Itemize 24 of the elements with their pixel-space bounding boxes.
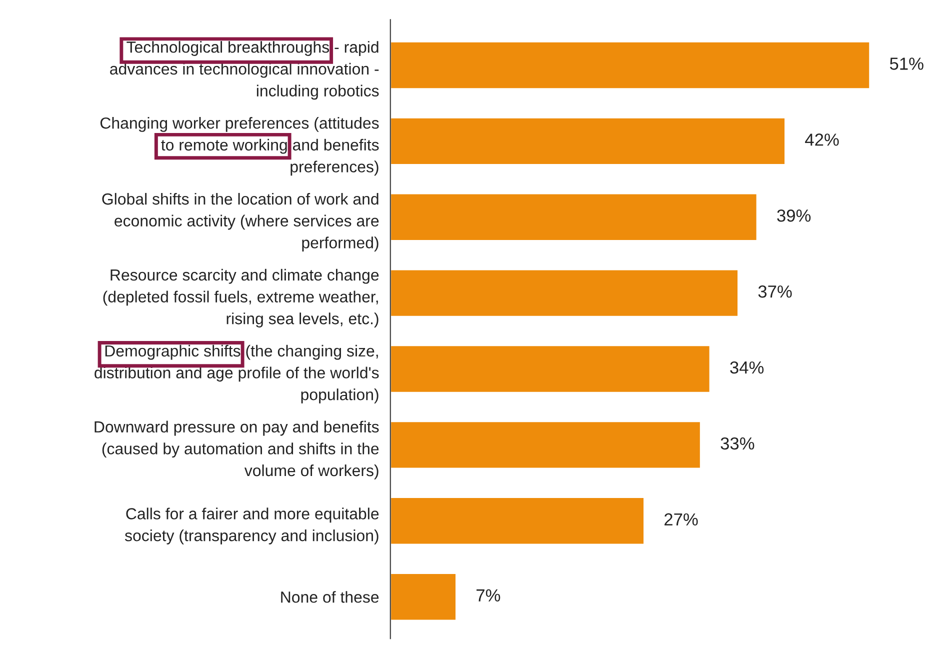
y-tick-label: Global shifts in the location of work and economic activity (where services are performed) — [102, 192, 379, 252]
y-tick-label: Demographic shifts (the changing size, distribution and age profile of the world's population) — [94, 344, 379, 404]
data-label: 39% — [777, 209, 811, 222]
data-label: 42% — [805, 134, 839, 146]
data-label: 51% — [890, 58, 924, 70]
data-label: 34% — [730, 361, 764, 374]
bar — [390, 116, 786, 166]
data-label: 33% — [720, 437, 754, 450]
y-tick-label: Resource scarcity and climate change (depleted fossil fuels, extreme weather, rising sea levels, etc.) — [103, 268, 379, 328]
y-tick-label: Changing worker preferences (attitudes to remote working and benefits preferences) — [100, 117, 379, 176]
y-tick-label: Downward pressure on pay and benefits (caused by automation and shifts in the volume of workers) — [94, 420, 379, 480]
bar — [390, 572, 457, 622]
y-tick-label: Technological breakthroughs - rapid advances in technological innovation - including robotics — [110, 41, 379, 100]
bar — [390, 40, 871, 90]
bar — [390, 192, 758, 242]
bar — [390, 344, 711, 394]
y-tick-label: Calls for a fairer and more equitable society (transparency and inclusion) — [124, 508, 379, 544]
bar — [390, 496, 645, 546]
bar — [390, 420, 702, 470]
bar — [390, 268, 739, 318]
y-tick-label: None of these — [281, 591, 379, 603]
data-label: 37% — [758, 285, 792, 298]
data-label: 27% — [664, 513, 698, 526]
data-label: 7% — [476, 589, 500, 602]
